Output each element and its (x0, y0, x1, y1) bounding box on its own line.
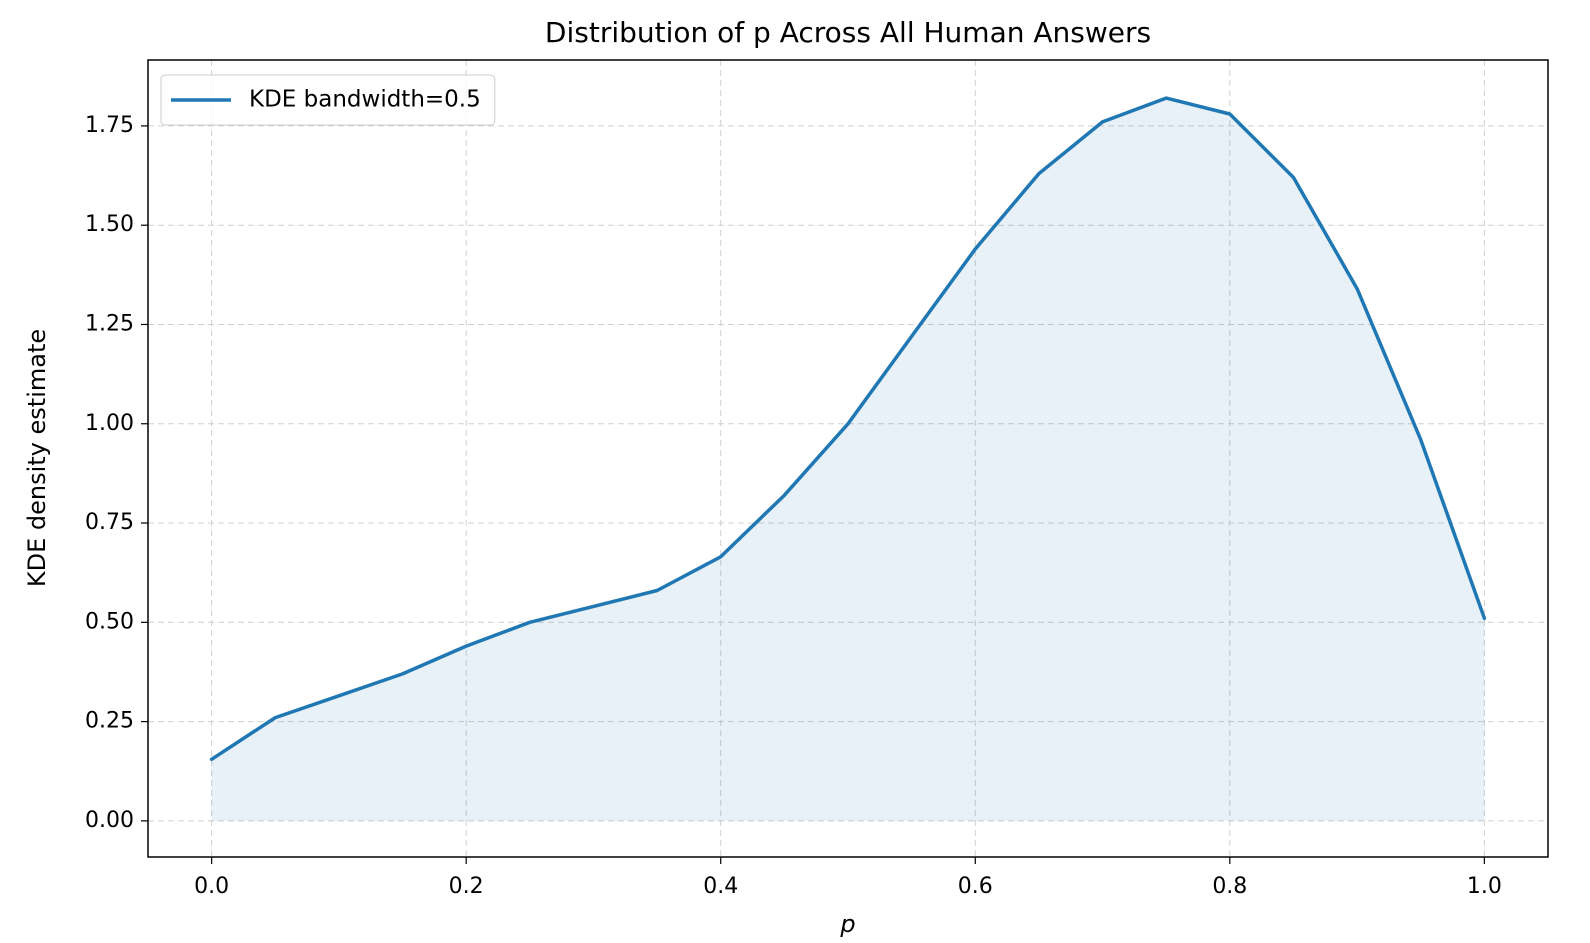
chart-title: Distribution of p Across All Human Answe… (545, 16, 1151, 49)
x-axis-label: p (839, 910, 855, 938)
line (209, 96, 1487, 762)
x-tick-label: 0.0 (194, 874, 229, 899)
x-tick-label: 0.2 (449, 874, 484, 899)
y-tick-label: 1.00 (85, 411, 134, 436)
y-tick-label: 1.50 (85, 212, 134, 237)
y-tick-label: 1.75 (85, 113, 134, 138)
y-tick-label: 0.00 (85, 808, 134, 833)
legend-label: KDE bandwidth=0.5 (249, 87, 481, 113)
x-tick-label: 1.0 (1467, 874, 1502, 899)
legend-box (160, 74, 496, 126)
x-tick-label: 0.8 (1212, 874, 1247, 899)
y-axis-label: KDE density estimate (23, 329, 51, 587)
x-tick-label: 0.4 (703, 874, 738, 899)
plot-frame (147, 59, 1549, 858)
y-tick-label: 1.25 (85, 311, 134, 336)
y-tick-label: 0.50 (85, 609, 134, 634)
area (211, 98, 1485, 821)
y-tick-label: 0.75 (85, 510, 134, 535)
y-tick-label: 0.25 (85, 709, 134, 734)
x-tick-label: 0.6 (958, 874, 993, 899)
